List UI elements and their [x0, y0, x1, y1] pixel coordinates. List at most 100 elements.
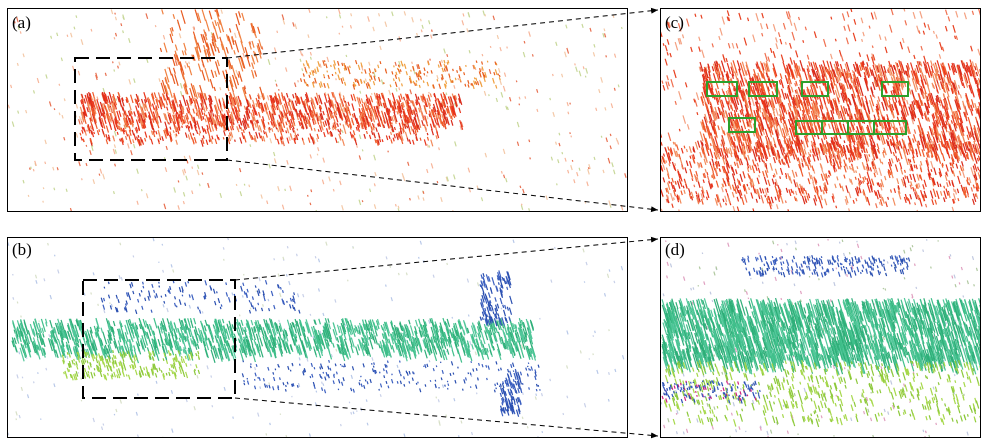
- point: [427, 75, 428, 77]
- point: [272, 128, 273, 132]
- point: [166, 373, 167, 375]
- point: [286, 67, 287, 71]
- point: [438, 65, 439, 68]
- point: [146, 13, 148, 18]
- point: [386, 365, 387, 368]
- point: [768, 57, 770, 62]
- point: [274, 305, 275, 309]
- point: [351, 94, 353, 100]
- point: [251, 302, 252, 307]
- point: [134, 363, 135, 368]
- point: [503, 86, 505, 92]
- point: [465, 84, 466, 87]
- point: [861, 18, 863, 23]
- point: [360, 91, 361, 94]
- point: [494, 72, 495, 75]
- point: [229, 297, 231, 302]
- point: [247, 117, 248, 121]
- point: [153, 238, 154, 241]
- point: [180, 362, 181, 364]
- point: [314, 349, 316, 355]
- point: [955, 189, 957, 194]
- point: [415, 130, 416, 132]
- point: [67, 368, 68, 372]
- point: [192, 167, 193, 169]
- point: [204, 325, 206, 331]
- point: [356, 145, 357, 148]
- point: [609, 269, 610, 271]
- point: [410, 325, 413, 335]
- point: [921, 46, 922, 50]
- point: [223, 137, 224, 139]
- point: [93, 418, 94, 422]
- point: [100, 169, 101, 174]
- point: [220, 307, 221, 309]
- point: [199, 310, 200, 314]
- point: [13, 297, 14, 299]
- point: [286, 274, 287, 277]
- point: [50, 101, 51, 106]
- point: [173, 14, 174, 19]
- point: [562, 152, 563, 154]
- point: [81, 119, 82, 121]
- point: [329, 177, 330, 182]
- point: [900, 42, 902, 50]
- point: [311, 189, 312, 192]
- point: [429, 320, 430, 324]
- point: [114, 69, 115, 71]
- point: [253, 305, 254, 309]
- point: [256, 364, 257, 367]
- point: [358, 80, 360, 86]
- point: [400, 381, 401, 384]
- point: [333, 115, 334, 118]
- point: [134, 144, 135, 148]
- point: [252, 296, 253, 299]
- point: [571, 136, 572, 138]
- point: [176, 134, 177, 137]
- point: [244, 136, 246, 143]
- point: [187, 160, 188, 163]
- point: [111, 304, 112, 307]
- point: [419, 85, 420, 88]
- point: [195, 369, 196, 371]
- point: [762, 33, 763, 36]
- point: [189, 156, 191, 161]
- point: [431, 70, 432, 73]
- point: [240, 191, 241, 196]
- point: [194, 406, 195, 410]
- point: [67, 35, 68, 37]
- point: [663, 43, 664, 46]
- point: [81, 137, 82, 141]
- point: [314, 367, 315, 369]
- point: [765, 129, 767, 137]
- point: [504, 310, 506, 316]
- point: [88, 366, 89, 370]
- point: [470, 341, 471, 345]
- point: [844, 26, 845, 31]
- point: [437, 79, 438, 81]
- point: [35, 161, 37, 166]
- point: [186, 176, 187, 181]
- point: [395, 204, 396, 206]
- point: [362, 149, 363, 151]
- point: [239, 71, 242, 81]
- point: [87, 107, 88, 112]
- point: [594, 157, 595, 160]
- point: [81, 378, 82, 380]
- point: [84, 98, 86, 103]
- point: [293, 22, 294, 26]
- point: [321, 81, 323, 86]
- point: [323, 313, 324, 316]
- point: [958, 85, 959, 89]
- point: [396, 88, 397, 91]
- point: [496, 85, 497, 89]
- point: [414, 70, 415, 74]
- point: [241, 286, 243, 291]
- point: [17, 302, 18, 304]
- point: [849, 178, 850, 182]
- point: [395, 82, 397, 87]
- point: [314, 128, 315, 131]
- point: [610, 146, 611, 150]
- point: [23, 180, 24, 183]
- point: [608, 399, 609, 401]
